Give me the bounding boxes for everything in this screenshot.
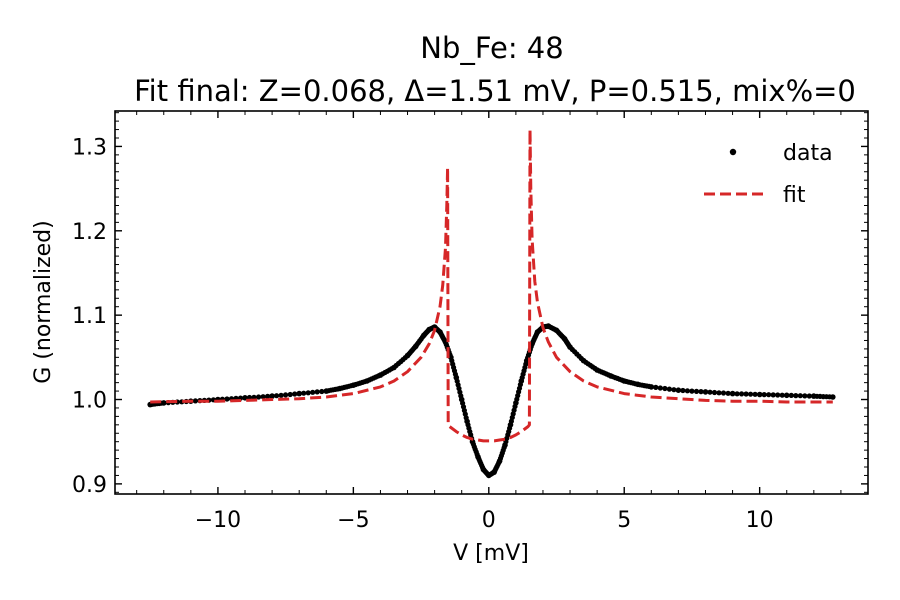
y-tick-label: 0.9: [72, 473, 107, 498]
y-tick-label: 1.1: [72, 304, 107, 329]
data-point: [711, 389, 718, 396]
data-point: [161, 400, 167, 406]
data-point: [797, 393, 803, 399]
x-tick-label: −5: [337, 508, 369, 533]
data-point: [756, 391, 763, 398]
y-tick-label: 1.3: [72, 135, 107, 160]
data-point: [761, 392, 767, 398]
legend: data fit: [704, 141, 833, 208]
y-tick-label: 1.0: [72, 389, 107, 414]
data-point: [292, 391, 298, 397]
data-point: [274, 393, 280, 399]
x-tick-label: −10: [195, 508, 241, 533]
plot-series: [147, 128, 836, 479]
data-point: [788, 392, 794, 398]
data-point: [693, 388, 700, 394]
data-point: [648, 384, 655, 390]
data-point: [734, 391, 740, 397]
data-point: [702, 389, 709, 395]
data-point: [698, 389, 704, 395]
series-fit-line: [150, 128, 833, 443]
data-point: [783, 392, 790, 399]
x-axis-label: V [mV]: [453, 541, 529, 566]
data-point: [224, 396, 230, 402]
x-tick-label: 5: [617, 508, 631, 533]
data-point: [287, 391, 293, 398]
data-point: [671, 387, 677, 393]
data-point: [662, 385, 668, 392]
data-point: [793, 393, 799, 399]
data-point: [269, 393, 275, 399]
data-point: [802, 393, 808, 399]
data-point: [739, 391, 745, 397]
data-point: [775, 392, 781, 398]
data-point: [283, 392, 289, 398]
data-point: [725, 390, 731, 396]
x-axis-ticks: −10 −5 0 5 10: [136, 111, 842, 533]
data-point: [256, 394, 262, 400]
data-point: [305, 390, 311, 396]
data-point: [310, 389, 316, 395]
series-data-points: [147, 323, 836, 479]
data-point: [653, 384, 659, 390]
data-point: [314, 389, 320, 395]
data-point: [720, 390, 727, 396]
x-tick-label: 0: [482, 508, 496, 533]
data-point: [806, 393, 812, 399]
data-point: [743, 391, 749, 397]
data-point: [278, 392, 284, 398]
data-point: [830, 394, 836, 400]
data-point: [716, 390, 722, 396]
y-axis-ticks: 0.9 1.0 1.1 1.2 1.3: [72, 112, 868, 498]
data-point: [192, 398, 198, 404]
y-axis-label: G (normalized): [31, 220, 56, 383]
chart-subtitle: Fit final: Z=0.068, Δ=1.51 mV, P=0.515, …: [134, 74, 856, 108]
data-point: [779, 392, 785, 398]
data-point: [680, 387, 686, 394]
data-point: [657, 385, 663, 391]
data-point: [729, 390, 736, 397]
data-point: [770, 392, 776, 398]
y-tick-label: 1.2: [72, 220, 107, 245]
legend-fit-label: fit: [783, 183, 806, 208]
data-point: [752, 391, 758, 397]
data-point: [260, 394, 266, 400]
plot-frame: [114, 110, 869, 495]
data-point: [707, 389, 713, 395]
data-point: [319, 388, 325, 395]
x-tick-label: 10: [746, 508, 774, 533]
data-point: [684, 388, 691, 394]
data-point: [265, 393, 271, 399]
legend-data-marker: [729, 148, 737, 156]
legend-data-label: data: [783, 141, 833, 166]
chart-title: Nb_Fe: 48: [420, 31, 563, 65]
data-point: [666, 386, 673, 392]
data-point: [675, 387, 682, 394]
data-point: [766, 392, 772, 398]
data-point: [689, 388, 695, 394]
data-point: [296, 390, 303, 397]
data-point: [748, 391, 754, 397]
data-point: [301, 390, 307, 396]
